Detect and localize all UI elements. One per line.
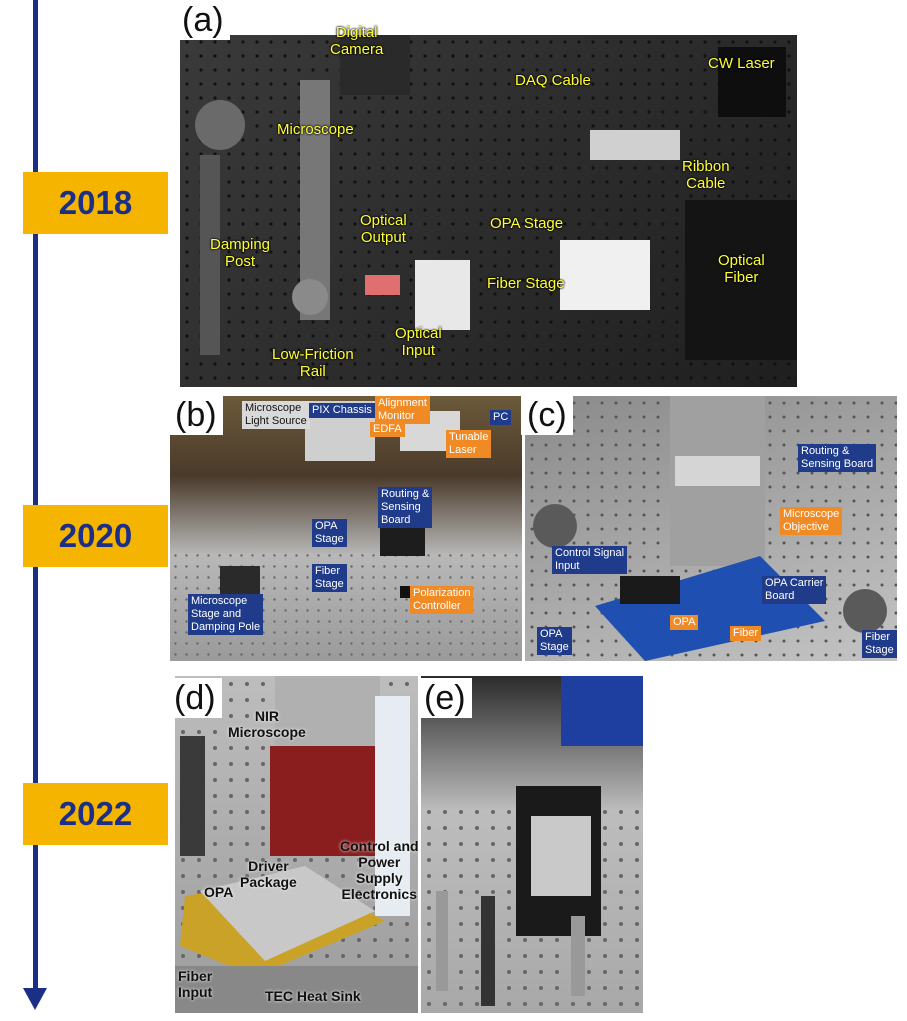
label-fiber-c: Fiber (730, 626, 762, 641)
panel-letter-b: (b) (169, 395, 223, 435)
label-microscope-objective: Microscope Objective (780, 507, 843, 535)
label-opa-d: OPA (204, 884, 234, 900)
label-damping-post: Damping Post (210, 236, 271, 270)
panel-letter-e: (e) (418, 678, 472, 718)
panel-letter-c: (c) (521, 395, 573, 435)
label-microscope-stage: Microscope Stage and Damping Pole (188, 594, 264, 635)
label-microscope-light-source: Microscope Light Source (242, 401, 310, 429)
label-fiber-stage-b: Fiber Stage (312, 564, 347, 592)
year-badge-2022: 2022 (23, 783, 168, 845)
label-pc: PC (490, 410, 512, 425)
label-cw-laser: CW Laser (708, 55, 775, 72)
label-daq-cable: DAQ Cable (515, 72, 591, 89)
label-optical-input: Optical Input (395, 325, 442, 359)
photo-panel-a (180, 35, 797, 387)
label-opa-c: OPA (670, 615, 699, 630)
label-opa-stage-b: OPA Stage (312, 519, 347, 547)
panel-letter-a: (a) (176, 0, 230, 40)
label-control-signal-input: Control Signal Input (552, 546, 628, 574)
label-fiber-stage: Fiber Stage (487, 275, 565, 292)
label-driver-package: Driver Package (240, 858, 297, 890)
label-optical-fiber: Optical Fiber (718, 252, 765, 286)
label-routing-sensing-board-c: Routing & Sensing Board (798, 444, 877, 472)
label-opa-stage: OPA Stage (490, 215, 564, 232)
panel-letter-d: (d) (168, 678, 222, 718)
label-ribbon-cable: Ribbon Cable (682, 158, 730, 192)
photo-panel-d (175, 676, 418, 1013)
label-tunable-laser: Tunable Laser (446, 430, 492, 458)
label-opa-carrier-board: OPA Carrier Board (762, 576, 827, 604)
label-optical-output: Optical Output (360, 212, 407, 246)
label-control-power: Control and Power Supply Electronics (340, 838, 419, 902)
photo-panel-e (421, 676, 643, 1013)
label-nir-microscope: NIR Microscope (228, 708, 306, 740)
label-fiber-stage-c: Fiber Stage (862, 630, 897, 658)
label-edfa: EDFA (370, 422, 405, 437)
label-routing-sensing-board-b: Routing & Sensing Board (378, 487, 433, 528)
year-badge-2020: 2020 (23, 505, 168, 567)
timeline-arrowhead (23, 988, 47, 1010)
label-tec-heat-sink: TEC Heat Sink (265, 988, 361, 1004)
label-alignment-monitor: Alignment Monitor (375, 396, 430, 424)
label-digital-camera: Digital Camera (330, 24, 384, 58)
label-pix-chassis: PIX Chassis (309, 403, 375, 418)
timeline-line (33, 0, 38, 996)
year-badge-2018: 2018 (23, 172, 168, 234)
label-low-friction-rail: Low-Friction Rail (272, 346, 354, 380)
label-fiber-input: Fiber Input (178, 968, 213, 1000)
label-polarization-controller: Polarization Controller (410, 586, 474, 614)
label-microscope: Microscope (277, 121, 354, 138)
label-opa-stage-c: OPA Stage (537, 627, 572, 655)
